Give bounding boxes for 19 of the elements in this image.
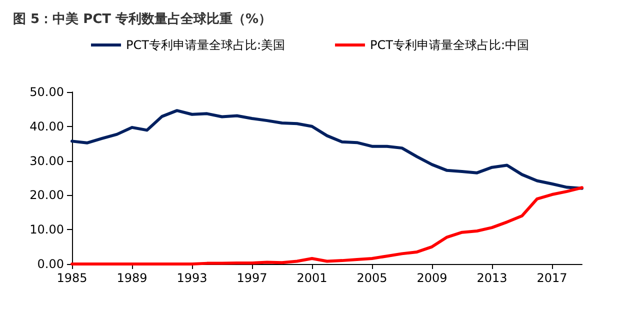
x-tick-label: 2005 xyxy=(356,271,388,285)
chart-title: 图 5：中美 PCT 专利数量占全球比重（%） xyxy=(13,11,272,27)
x-tick-label: 2017 xyxy=(536,271,568,285)
legend-label: PCT专利申请量全球占比:中国 xyxy=(370,38,529,52)
x-tick-label: 2009 xyxy=(416,271,448,285)
y-tick-label: 40.00 xyxy=(30,119,64,134)
line-series xyxy=(70,109,584,190)
x-tick-label: 2001 xyxy=(296,271,328,285)
y-tick-label: 20.00 xyxy=(30,188,64,202)
y-tick-label: 50.00 xyxy=(30,85,64,99)
y-tick-label: 0.00 xyxy=(37,257,64,271)
x-tick-label: 1989 xyxy=(116,271,148,285)
x-tick-label: 1993 xyxy=(176,271,208,285)
x-tick-label: 1997 xyxy=(236,271,268,285)
x-tick-label: 2013 xyxy=(476,271,508,285)
y-tick-label: 30.00 xyxy=(30,154,64,168)
x-tick-label: 1985 xyxy=(56,271,88,285)
y-tick-label: 10.00 xyxy=(30,222,64,237)
legend-label: PCT专利申请量全球占比:美国 xyxy=(126,38,286,52)
